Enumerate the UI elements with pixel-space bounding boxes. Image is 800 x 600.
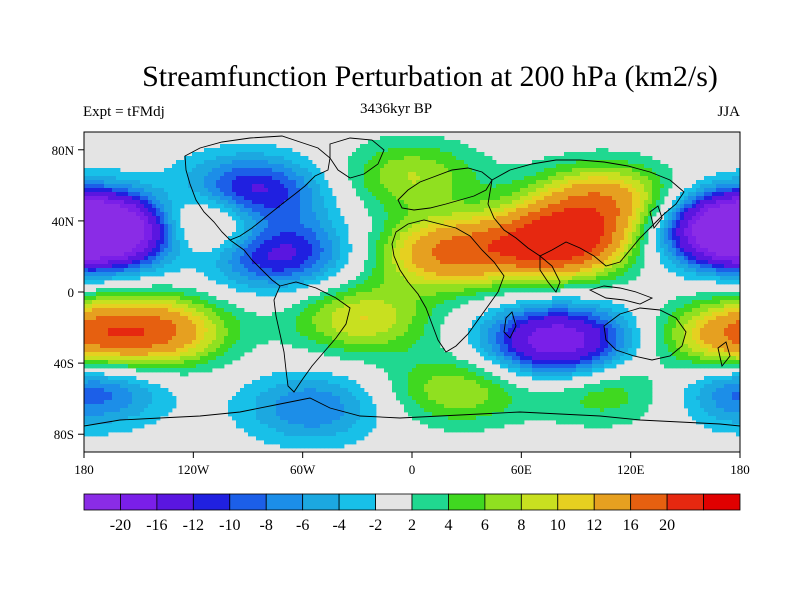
colorbar-swatch (666, 493, 704, 511)
coastline-india (539, 255, 561, 293)
colorbar-swatch (703, 493, 741, 511)
lat-tick-label: 0 (68, 285, 75, 300)
colorbar-swatch (630, 493, 668, 511)
coastline-new-zealand (717, 341, 731, 368)
colorbar-swatch (484, 493, 522, 511)
contour-field (84, 132, 741, 452)
colorbar-label: 4 (444, 517, 452, 534)
lon-tick-label: 180 (74, 462, 94, 477)
lon-tick-label: 180 (730, 462, 750, 477)
colorbar-swatch (448, 493, 486, 511)
map-title: Streamfunction Perturbation at 200 hPa (… (142, 60, 718, 93)
colorbar-label: 8 (517, 517, 525, 534)
colorbar-label: 2 (408, 517, 416, 534)
time-label: 3436kyr BP (360, 101, 433, 117)
coastlines (83, 135, 741, 427)
colorbar-swatch (83, 493, 121, 511)
colorbar-swatch (557, 493, 595, 511)
longitude-ticks: 180 120W 60W 0 60E 120E 180 (74, 452, 750, 477)
colorbar-label: -6 (296, 517, 309, 534)
colorbar-swatch (411, 493, 449, 511)
experiment-label: Expt = tFMdj (83, 104, 165, 120)
colorbar-swatch (192, 493, 231, 511)
lat-tick-label: 40N (52, 214, 75, 229)
colorbar-swatch (520, 493, 559, 511)
lon-tick-label: 120E (617, 462, 645, 477)
coastline-central-america (229, 239, 281, 287)
coastline-asia (487, 159, 685, 267)
colorbar-swatch (156, 493, 194, 511)
colorbar-swatch (265, 493, 304, 511)
colorbar-label: 20 (659, 517, 675, 534)
colorbar-label: -4 (332, 517, 345, 534)
colorbar-label: 12 (586, 517, 602, 534)
colorbar-label: 6 (481, 517, 489, 534)
coastline-north-america (184, 135, 331, 241)
colorbar-swatch (375, 493, 413, 511)
coastline-south-america (273, 281, 351, 393)
coastline-antarctica (83, 397, 741, 427)
lat-tick-label: 80N (52, 143, 75, 158)
colorbar-label: -10 (219, 517, 240, 534)
colorbar-label: 16 (623, 517, 639, 534)
coastline-greenland (329, 137, 385, 179)
lon-tick-label: 60W (290, 462, 316, 477)
lat-tick-label: 80S (54, 427, 74, 442)
coastline-europe (397, 167, 493, 211)
coastline-madagascar (503, 311, 517, 339)
coastline-africa (391, 219, 505, 353)
coastline-japan (649, 205, 663, 229)
coastline-australia (603, 307, 687, 361)
colorbar-swatch (338, 493, 376, 511)
colorbar-swatch (302, 493, 340, 511)
colorbar-label: -20 (110, 517, 131, 534)
lon-tick-label: 120W (177, 462, 210, 477)
colorbar-label: 10 (550, 517, 566, 534)
coastline-indonesia (588, 285, 654, 305)
colorbar-swatch (120, 493, 158, 511)
colorbar: -20 -16 -12 -10 -8 -6 -4 -2 2 4 6 8 10 12 16 20 (83, 493, 741, 534)
lon-tick-label: 0 (409, 462, 416, 477)
colorbar-label: -16 (146, 517, 167, 534)
colorbar-label: -2 (369, 517, 382, 534)
lon-tick-label: 60E (511, 462, 532, 477)
latitude-ticks: 80N 40N 0 40S 80S (52, 143, 84, 442)
colorbar-label: -8 (260, 517, 273, 534)
colorbar-swatch (593, 493, 632, 511)
colorbar-swatch (229, 493, 267, 511)
colorbar-label: -12 (183, 517, 204, 534)
season-label: JJA (717, 104, 740, 120)
lat-tick-label: 40S (54, 356, 74, 371)
